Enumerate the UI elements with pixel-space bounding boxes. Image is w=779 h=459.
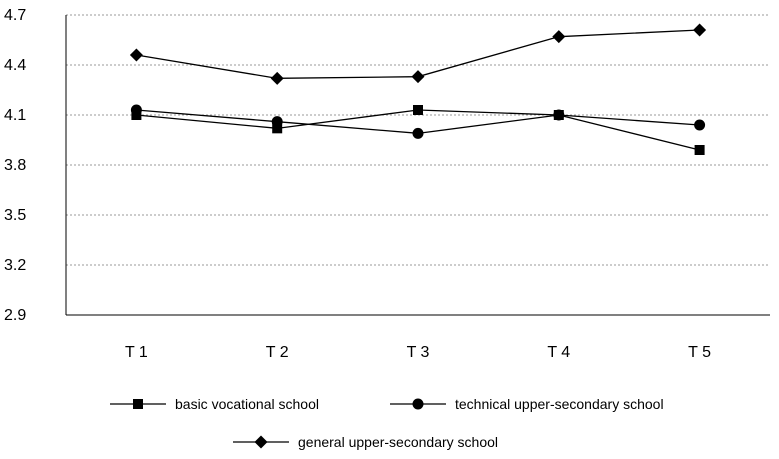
x-tick-label: T 5 xyxy=(688,344,711,361)
legend-label: basic vocational school xyxy=(175,396,319,412)
y-axis-ticks: 4.7 4.4 4.1 3.8 3.5 3.2 2.9 xyxy=(4,7,26,324)
data-point-square xyxy=(272,123,283,134)
data-point-square xyxy=(694,145,705,155)
legend-entry: technical upper-secondary school xyxy=(390,396,664,412)
data-point-diamond xyxy=(552,30,566,44)
series-circle xyxy=(130,104,706,139)
x-axis-ticks: T 1 T 2 T 3 T 4 T 5 xyxy=(125,344,711,361)
gridlines xyxy=(66,14,770,266)
legend-entry: general upper-secondary school xyxy=(233,434,498,450)
legend: basic vocational school technical upper-s… xyxy=(110,396,664,450)
series-diamond xyxy=(129,23,707,85)
x-tick-label: T 2 xyxy=(266,344,289,361)
data-point-diamond xyxy=(411,70,425,84)
x-tick-label: T 3 xyxy=(407,344,430,361)
legend-marker-square xyxy=(133,399,143,409)
data-point-diamond xyxy=(129,48,143,62)
legend-marker-diamond xyxy=(254,435,268,449)
y-tick-label: 3.2 xyxy=(4,257,26,274)
legend-entry: basic vocational school xyxy=(110,396,319,412)
y-tick-label: 4.1 xyxy=(4,107,26,124)
y-tick-label: 4.4 xyxy=(4,57,26,74)
series-group xyxy=(129,23,707,155)
data-point-circle xyxy=(694,119,706,131)
y-tick-label: 2.9 xyxy=(4,307,26,324)
data-point-circle xyxy=(412,127,424,139)
data-point-diamond xyxy=(693,23,707,37)
x-tick-label: T 4 xyxy=(547,344,570,361)
legend-label: general upper-secondary school xyxy=(298,434,498,450)
data-point-circle xyxy=(130,104,142,116)
data-point-square xyxy=(413,105,423,115)
data-point-circle xyxy=(271,116,283,128)
legend-marker-circle xyxy=(412,398,424,410)
x-tick-label: T 1 xyxy=(125,344,148,361)
data-point-circle xyxy=(553,109,565,121)
y-tick-label: 3.5 xyxy=(4,207,26,224)
legend-label: technical upper-secondary school xyxy=(455,396,664,412)
data-point-diamond xyxy=(270,71,284,85)
y-tick-label: 4.7 xyxy=(4,7,26,24)
y-tick-label: 3.8 xyxy=(4,157,26,174)
